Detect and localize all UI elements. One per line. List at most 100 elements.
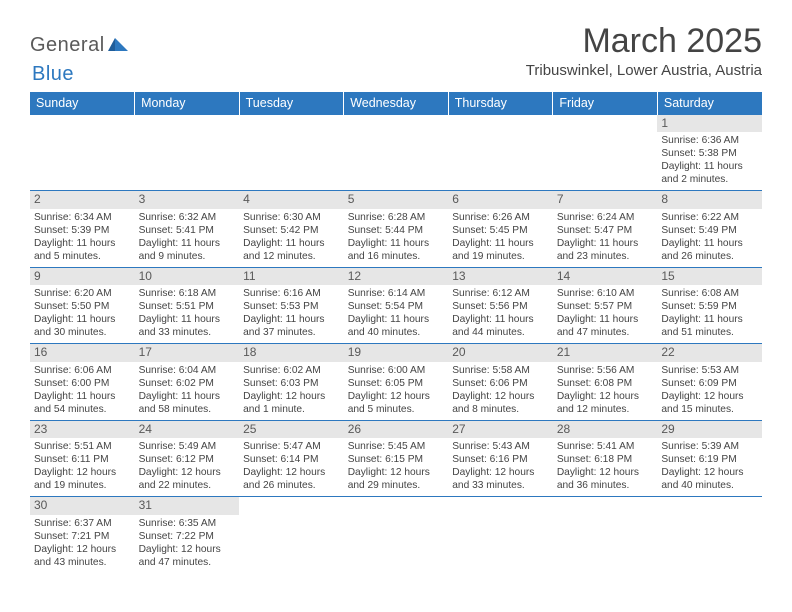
sunset-line: Sunset: 6:00 PM <box>34 377 131 390</box>
calendar-cell: 8Sunrise: 6:22 AMSunset: 5:49 PMDaylight… <box>657 191 762 268</box>
calendar-cell: 15Sunrise: 6:08 AMSunset: 5:59 PMDayligh… <box>657 267 762 344</box>
day-number: 24 <box>135 421 240 438</box>
calendar-cell: 30Sunrise: 6:37 AMSunset: 7:21 PMDayligh… <box>30 497 135 573</box>
sunset-line: Sunset: 5:59 PM <box>661 300 758 313</box>
daylight-line-1: Daylight: 11 hours <box>661 313 758 326</box>
daylight-line-1: Daylight: 11 hours <box>34 237 131 250</box>
sunrise-line: Sunrise: 5:45 AM <box>348 440 445 453</box>
sunrise-line: Sunrise: 6:24 AM <box>557 211 654 224</box>
calendar-cell: 20Sunrise: 5:58 AMSunset: 6:06 PMDayligh… <box>448 344 553 421</box>
daylight-line-2: and 43 minutes. <box>34 556 131 569</box>
daylight-line-1: Daylight: 12 hours <box>139 466 236 479</box>
daylight-line-2: and 33 minutes. <box>452 479 549 492</box>
calendar-cell: 13Sunrise: 6:12 AMSunset: 5:56 PMDayligh… <box>448 267 553 344</box>
daylight-line-1: Daylight: 11 hours <box>34 390 131 403</box>
daylight-line-1: Daylight: 11 hours <box>557 237 654 250</box>
calendar-week: 1Sunrise: 6:36 AMSunset: 5:38 PMDaylight… <box>30 115 762 191</box>
calendar-week: 9Sunrise: 6:20 AMSunset: 5:50 PMDaylight… <box>30 267 762 344</box>
sunset-line: Sunset: 5:53 PM <box>243 300 340 313</box>
daylight-line-1: Daylight: 12 hours <box>348 390 445 403</box>
sunset-line: Sunset: 6:19 PM <box>661 453 758 466</box>
calendar-cell: 12Sunrise: 6:14 AMSunset: 5:54 PMDayligh… <box>344 267 449 344</box>
sunset-line: Sunset: 6:15 PM <box>348 453 445 466</box>
daylight-line-2: and 16 minutes. <box>348 250 445 263</box>
brand-logo: General <box>30 24 130 57</box>
sunrise-line: Sunrise: 6:10 AM <box>557 287 654 300</box>
calendar-cell: 31Sunrise: 6:35 AMSunset: 7:22 PMDayligh… <box>135 497 240 573</box>
sunrise-line: Sunrise: 6:34 AM <box>34 211 131 224</box>
calendar-cell: 9Sunrise: 6:20 AMSunset: 5:50 PMDaylight… <box>30 267 135 344</box>
sunrise-line: Sunrise: 6:22 AM <box>661 211 758 224</box>
sunset-line: Sunset: 5:54 PM <box>348 300 445 313</box>
day-header: Saturday <box>657 92 762 115</box>
day-number: 14 <box>553 268 658 285</box>
sunset-line: Sunset: 6:06 PM <box>452 377 549 390</box>
sunset-line: Sunset: 5:41 PM <box>139 224 236 237</box>
calendar-cell <box>239 497 344 573</box>
daylight-line-2: and 12 minutes. <box>557 403 654 416</box>
sunset-line: Sunset: 5:38 PM <box>661 147 758 160</box>
daylight-line-2: and 19 minutes. <box>452 250 549 263</box>
sunrise-line: Sunrise: 6:14 AM <box>348 287 445 300</box>
day-number: 2 <box>30 191 135 208</box>
daylight-line-1: Daylight: 12 hours <box>557 390 654 403</box>
sunset-line: Sunset: 5:44 PM <box>348 224 445 237</box>
sunrise-line: Sunrise: 6:16 AM <box>243 287 340 300</box>
calendar-cell: 6Sunrise: 6:26 AMSunset: 5:45 PMDaylight… <box>448 191 553 268</box>
daylight-line-2: and 37 minutes. <box>243 326 340 339</box>
calendar-cell: 21Sunrise: 5:56 AMSunset: 6:08 PMDayligh… <box>553 344 658 421</box>
sunset-line: Sunset: 6:03 PM <box>243 377 340 390</box>
day-number: 28 <box>553 421 658 438</box>
day-number: 1 <box>657 115 762 132</box>
daylight-line-1: Daylight: 12 hours <box>661 466 758 479</box>
sunset-line: Sunset: 5:47 PM <box>557 224 654 237</box>
sunrise-line: Sunrise: 5:39 AM <box>661 440 758 453</box>
sunrise-line: Sunrise: 6:35 AM <box>139 517 236 530</box>
daylight-line-1: Daylight: 11 hours <box>452 313 549 326</box>
day-number: 30 <box>30 497 135 514</box>
daylight-line-1: Daylight: 12 hours <box>243 466 340 479</box>
brand-word-1: General <box>30 34 105 57</box>
day-number: 16 <box>30 344 135 361</box>
calendar-cell: 1Sunrise: 6:36 AMSunset: 5:38 PMDaylight… <box>657 115 762 191</box>
daylight-line-2: and 58 minutes. <box>139 403 236 416</box>
sunrise-line: Sunrise: 6:04 AM <box>139 364 236 377</box>
day-number: 26 <box>344 421 449 438</box>
calendar-cell <box>448 115 553 191</box>
daylight-line-2: and 30 minutes. <box>34 326 131 339</box>
brand-word-2: Blue <box>32 63 74 85</box>
daylight-line-1: Daylight: 12 hours <box>557 466 654 479</box>
calendar-table: Sunday Monday Tuesday Wednesday Thursday… <box>30 92 762 573</box>
sunrise-line: Sunrise: 6:18 AM <box>139 287 236 300</box>
sunrise-line: Sunrise: 6:32 AM <box>139 211 236 224</box>
brand-mark-icon <box>108 35 130 56</box>
day-number: 23 <box>30 421 135 438</box>
sunrise-line: Sunrise: 6:20 AM <box>34 287 131 300</box>
daylight-line-2: and 9 minutes. <box>139 250 236 263</box>
calendar-cell: 10Sunrise: 6:18 AMSunset: 5:51 PMDayligh… <box>135 267 240 344</box>
sunrise-line: Sunrise: 5:56 AM <box>557 364 654 377</box>
daylight-line-2: and 2 minutes. <box>661 173 758 186</box>
title-block: March 2025 Tribuswinkel, Lower Austria, … <box>526 24 762 79</box>
sunrise-line: Sunrise: 6:37 AM <box>34 517 131 530</box>
calendar-cell: 19Sunrise: 6:00 AMSunset: 6:05 PMDayligh… <box>344 344 449 421</box>
calendar-cell <box>239 115 344 191</box>
daylight-line-2: and 15 minutes. <box>661 403 758 416</box>
daylight-line-2: and 1 minute. <box>243 403 340 416</box>
calendar-cell: 14Sunrise: 6:10 AMSunset: 5:57 PMDayligh… <box>553 267 658 344</box>
daylight-line-1: Daylight: 11 hours <box>348 237 445 250</box>
day-header: Friday <box>553 92 658 115</box>
calendar-page: General March 2025 Tribuswinkel, Lower A… <box>0 0 792 583</box>
daylight-line-1: Daylight: 12 hours <box>452 390 549 403</box>
daylight-line-1: Daylight: 12 hours <box>243 390 340 403</box>
daylight-line-1: Daylight: 11 hours <box>348 313 445 326</box>
daylight-line-1: Daylight: 12 hours <box>34 543 131 556</box>
calendar-week: 23Sunrise: 5:51 AMSunset: 6:11 PMDayligh… <box>30 420 762 497</box>
daylight-line-1: Daylight: 11 hours <box>243 313 340 326</box>
day-header: Thursday <box>448 92 553 115</box>
day-number: 10 <box>135 268 240 285</box>
day-number: 6 <box>448 191 553 208</box>
daylight-line-1: Daylight: 12 hours <box>661 390 758 403</box>
daylight-line-2: and 26 minutes. <box>661 250 758 263</box>
day-number: 15 <box>657 268 762 285</box>
